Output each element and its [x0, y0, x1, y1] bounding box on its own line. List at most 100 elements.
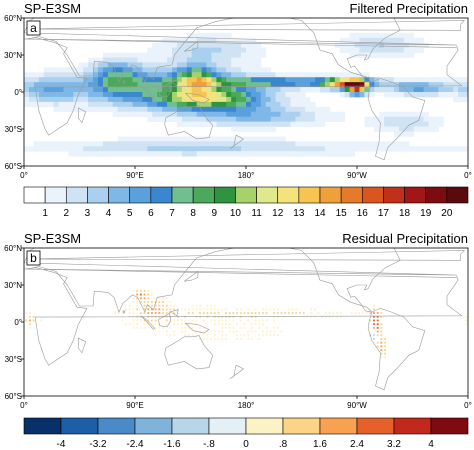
field-cell: [241, 92, 247, 98]
field-cell: [151, 293, 153, 296]
field-cell: [310, 82, 316, 88]
field-cell: [379, 77, 385, 83]
field-cell: [379, 42, 385, 48]
field-cell: [250, 92, 257, 98]
field-cell: [226, 151, 232, 157]
field-cell: [186, 92, 193, 98]
field-cell: [206, 338, 209, 340]
field-cell: [127, 82, 133, 88]
field-cell: [398, 82, 405, 88]
panel-b-left-title: SP-E3SM: [24, 231, 81, 246]
field-cell: [221, 47, 227, 53]
field-cell: [246, 62, 252, 68]
field-cell: [202, 338, 205, 340]
field-cell: [241, 82, 247, 88]
field-cell: [102, 146, 109, 152]
field-cell: [216, 101, 222, 108]
field-cell: [394, 52, 400, 58]
field-cell: [265, 319, 268, 322]
field-cell: [25, 312, 28, 314]
field-cell: [98, 87, 104, 93]
field-cell: [216, 42, 222, 48]
field-cell: [33, 101, 40, 108]
field-cell: [433, 77, 439, 83]
field-cell: [107, 141, 114, 147]
colorbar-segment: [134, 417, 173, 435]
field-cell: [122, 136, 128, 142]
field-cell: [275, 82, 281, 88]
field-cell: [157, 62, 163, 68]
field-cell: [221, 32, 227, 39]
field-cell: [206, 308, 209, 311]
field-cell: [147, 47, 153, 53]
field-cell: [196, 47, 202, 53]
field-cell: [167, 42, 173, 48]
field-cell: [128, 312, 131, 314]
field-cell: [172, 136, 178, 142]
field-cell: [236, 111, 242, 118]
field-cell: [152, 62, 158, 68]
field-cell: [176, 82, 183, 88]
field-cell: [196, 82, 202, 88]
field-cell: [158, 297, 161, 300]
field-cell: [241, 52, 247, 58]
field-cell: [270, 141, 276, 147]
field-cell: [210, 330, 213, 333]
field-cell: [359, 72, 365, 78]
field-cell: [68, 141, 74, 147]
field-cell: [213, 323, 216, 326]
field-cell: [324, 141, 331, 147]
field-cell: [448, 92, 454, 98]
field-cell: [206, 304, 209, 307]
field-cell: [241, 96, 247, 103]
field-cell: [260, 92, 267, 98]
field-cell: [196, 106, 202, 113]
field-cell: [250, 57, 257, 63]
field-cell: [384, 82, 390, 88]
field-cell: [285, 146, 291, 152]
field-cell: [73, 82, 79, 88]
field-cell: [143, 293, 146, 296]
field-cell: [117, 141, 124, 147]
field-cell: [280, 72, 286, 78]
field-cell: [137, 141, 143, 147]
field-cell: [349, 72, 355, 78]
field-cell: [137, 77, 143, 83]
field-cell: [236, 136, 242, 142]
field-cell: [206, 42, 212, 48]
field-cell: [43, 101, 50, 108]
field-cell: [206, 57, 212, 63]
field-cell: [290, 96, 296, 103]
coastline: [158, 82, 172, 98]
field-cell: [324, 315, 327, 318]
field-cell: [246, 151, 252, 157]
field-cell: [300, 82, 306, 88]
field-cell: [132, 308, 135, 311]
field-cell: [73, 92, 79, 98]
field-cell: [112, 96, 119, 103]
field-cell: [270, 82, 276, 88]
field-cell: [158, 304, 161, 307]
field-cell: [280, 111, 286, 118]
field-cell: [443, 87, 449, 93]
field-cell: [58, 72, 64, 78]
field-cell: [169, 334, 172, 337]
field-cell: [78, 77, 84, 83]
field-cell: [324, 87, 331, 93]
field-cell: [199, 330, 201, 333]
field-cell: [287, 308, 290, 311]
field-cell: [186, 111, 193, 118]
field-cell: [260, 106, 267, 113]
field-cell: [270, 77, 276, 83]
field-cell: [181, 141, 188, 147]
field-cell: [339, 312, 342, 314]
field-cell: [88, 101, 94, 108]
field-cell: [423, 77, 429, 83]
field-cell: [226, 52, 232, 58]
field-cell: [290, 116, 296, 122]
y-tick-label: 60°S: [5, 392, 22, 401]
field-cell: [339, 116, 346, 122]
field-cell: [196, 146, 202, 152]
field-cell: [53, 106, 59, 113]
field-cell: [315, 146, 321, 152]
